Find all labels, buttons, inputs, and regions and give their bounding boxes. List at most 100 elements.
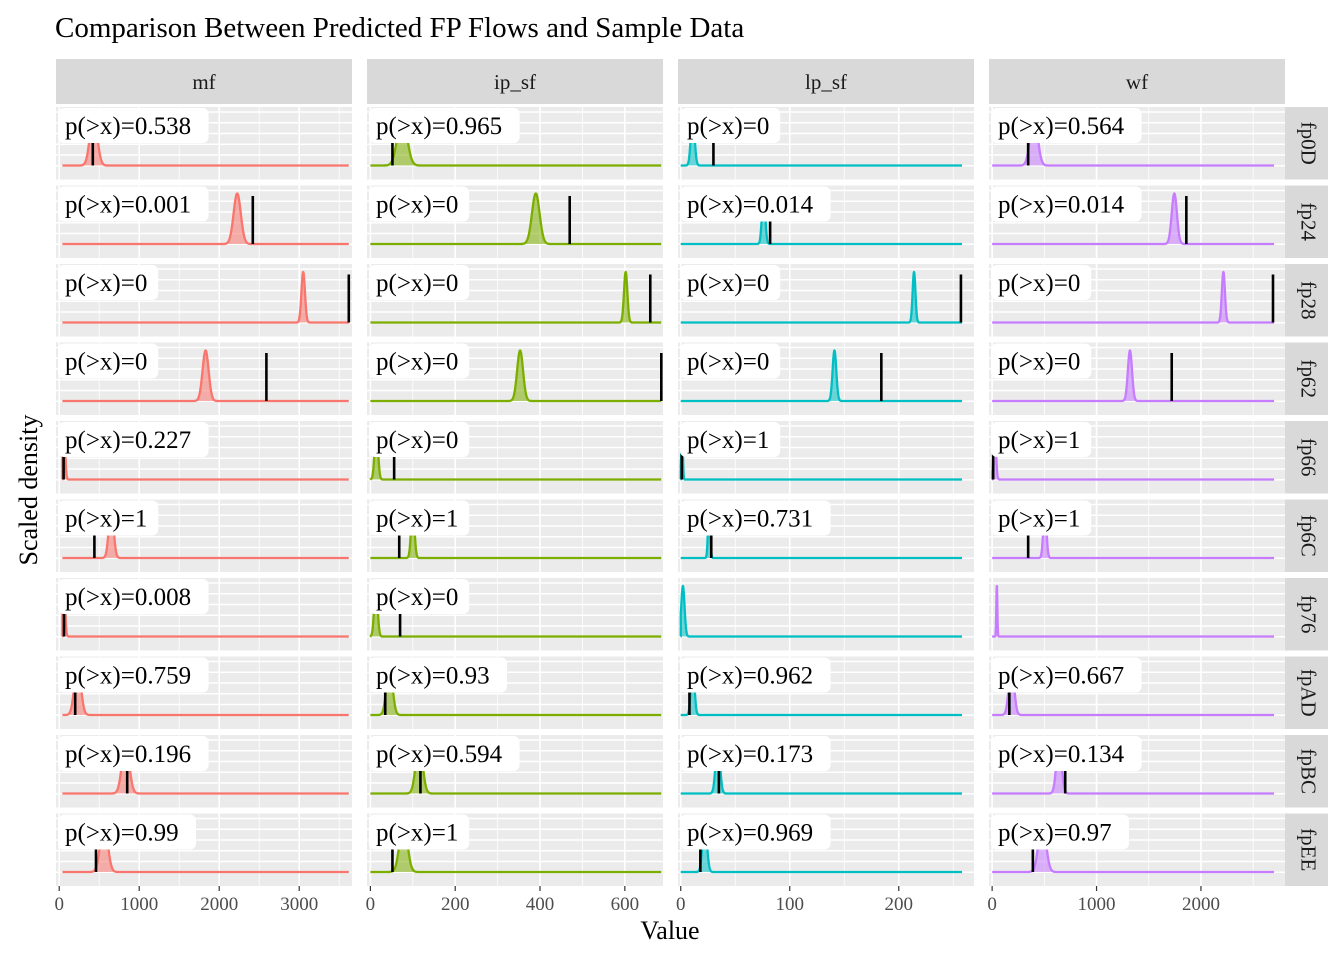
row-strip-fpEE xyxy=(1285,813,1328,886)
density-area xyxy=(1120,350,1140,401)
p-value-label-box xyxy=(58,186,209,222)
panel-ip_sf-fp28: p(>x)=0 xyxy=(367,264,663,337)
density-line xyxy=(370,349,662,403)
p-value-label: p(>x)=0.001 xyxy=(65,192,191,219)
panel-wf-fp62: p(>x)=0 xyxy=(989,342,1285,415)
panel-lp_sf-fp0D: p(>x)=0 xyxy=(678,107,974,180)
density-line xyxy=(62,349,349,403)
p-value-label-box xyxy=(369,265,470,300)
density-area xyxy=(826,350,843,401)
p-value-label: p(>x)=1 xyxy=(998,427,1080,454)
panel-ip_sf-fp66: p(>x)=0 xyxy=(367,421,663,494)
panel-ip_sf-fp6C: p(>x)=1 xyxy=(367,499,663,572)
density-line xyxy=(992,349,1275,403)
p-value-label: p(>x)=0.93 xyxy=(376,663,490,690)
panel-background xyxy=(678,578,974,651)
density-line xyxy=(679,584,963,638)
p-value-label-box xyxy=(991,186,1142,222)
p-value-label-box xyxy=(680,814,831,850)
panel-lp_sf-fpBC: p(>x)=0.173 xyxy=(678,735,974,808)
row-strip-label: fp24 xyxy=(1297,203,1321,242)
p-value-label: p(>x)=1 xyxy=(376,506,458,533)
column-strip-mf xyxy=(56,59,352,104)
p-value-label-box xyxy=(58,736,209,771)
p-value-label: p(>x)=0.759 xyxy=(65,663,191,690)
row-strip-fp0D xyxy=(1285,107,1328,180)
p-value-label-box xyxy=(680,657,831,693)
density-line xyxy=(992,584,1275,638)
p-value-label: p(>x)=1 xyxy=(376,820,458,847)
x-tick-label: 100 xyxy=(775,894,804,915)
p-value-label-box xyxy=(369,736,520,771)
panel-wf-fp28: p(>x)=0 xyxy=(989,264,1285,337)
x-tick-label: 3000 xyxy=(280,894,318,915)
p-value-label-box xyxy=(680,108,781,143)
x-tick-label: 200 xyxy=(441,894,470,915)
panel-wf-fp76 xyxy=(989,578,1285,651)
panel-mf-fp28: p(>x)=0 xyxy=(56,264,352,337)
p-value-label-box xyxy=(369,108,520,143)
chart-title: Comparison Between Predicted FP Flows an… xyxy=(55,12,744,44)
panel-lp_sf-fp6C: p(>x)=0.731 xyxy=(678,499,974,572)
panel-wf-fpEE: p(>x)=0.97 xyxy=(989,813,1285,886)
p-value-label-box xyxy=(680,265,781,300)
p-value-label-box xyxy=(680,500,831,536)
x-tick-label: 1000 xyxy=(1078,894,1116,915)
p-value-label-box xyxy=(369,422,470,457)
p-value-label-box xyxy=(991,500,1092,536)
p-value-label: p(>x)=0.538 xyxy=(65,113,191,140)
p-value-label-box xyxy=(58,422,209,457)
panel-mf-fpAD: p(>x)=0.759 xyxy=(56,656,352,729)
density-area xyxy=(191,350,220,401)
x-tick-label: 0 xyxy=(987,894,997,915)
row-strip-label: fpBC xyxy=(1297,748,1321,794)
panel-background xyxy=(989,578,1285,651)
panel-ip_sf-fpEE: p(>x)=1 xyxy=(367,813,663,886)
panel-lp_sf-fp62: p(>x)=0 xyxy=(678,342,974,415)
row-strip-label: fp66 xyxy=(1297,438,1321,477)
density-line xyxy=(992,192,1275,246)
panel-wf-fp6C: p(>x)=1 xyxy=(989,499,1285,572)
panel-mf-fp76: p(>x)=0.008 xyxy=(56,578,352,651)
p-value-label-box xyxy=(680,343,781,379)
p-value-label-box xyxy=(680,736,831,771)
p-value-label-box xyxy=(991,422,1092,457)
row-strip-label: fpAD xyxy=(1297,669,1321,717)
p-value-label: p(>x)=0.014 xyxy=(998,192,1125,219)
p-value-label: p(>x)=0.227 xyxy=(65,427,191,454)
panel-lp_sf-fp76 xyxy=(678,578,974,651)
panel-wf-fp0D: p(>x)=0.564 xyxy=(989,107,1285,180)
p-value-label-box xyxy=(58,814,196,850)
p-value-label: p(>x)=0 xyxy=(376,584,458,611)
p-value-label: p(>x)=0 xyxy=(65,349,147,376)
row-strip-fp66 xyxy=(1285,421,1328,494)
density-line xyxy=(62,192,349,246)
p-value-label-box xyxy=(680,422,781,457)
p-value-label-box xyxy=(369,186,470,222)
p-value-label: p(>x)=0.564 xyxy=(998,113,1125,140)
column-strip-label: ip_sf xyxy=(494,70,536,94)
p-value-label-box xyxy=(58,343,159,379)
p-value-label: p(>x)=0.594 xyxy=(376,741,503,768)
density-line xyxy=(680,270,963,324)
panel-ip_sf-fp0D: p(>x)=0.965 xyxy=(367,107,663,180)
p-value-label-box xyxy=(58,657,209,693)
x-tick-label: 2000 xyxy=(200,894,238,915)
row-strip-fp76 xyxy=(1285,578,1328,651)
column-strip-lp_sf xyxy=(678,59,974,104)
row-strip-fpAD xyxy=(1285,656,1328,729)
p-value-label-box xyxy=(369,343,470,379)
density-line xyxy=(370,192,662,246)
density-area xyxy=(518,193,553,244)
p-value-label-box xyxy=(991,657,1142,693)
panel-wf-fp66: p(>x)=1 xyxy=(989,421,1285,494)
x-tick-label: 400 xyxy=(526,894,555,915)
p-value-label: p(>x)=0 xyxy=(376,192,458,219)
row-strip-fp62 xyxy=(1285,342,1328,415)
p-value-label: p(>x)=0 xyxy=(65,270,147,297)
p-value-label-box xyxy=(369,657,507,693)
p-value-label-box xyxy=(680,186,831,222)
p-value-label-box xyxy=(991,814,1129,850)
p-value-label: p(>x)=1 xyxy=(998,506,1080,533)
